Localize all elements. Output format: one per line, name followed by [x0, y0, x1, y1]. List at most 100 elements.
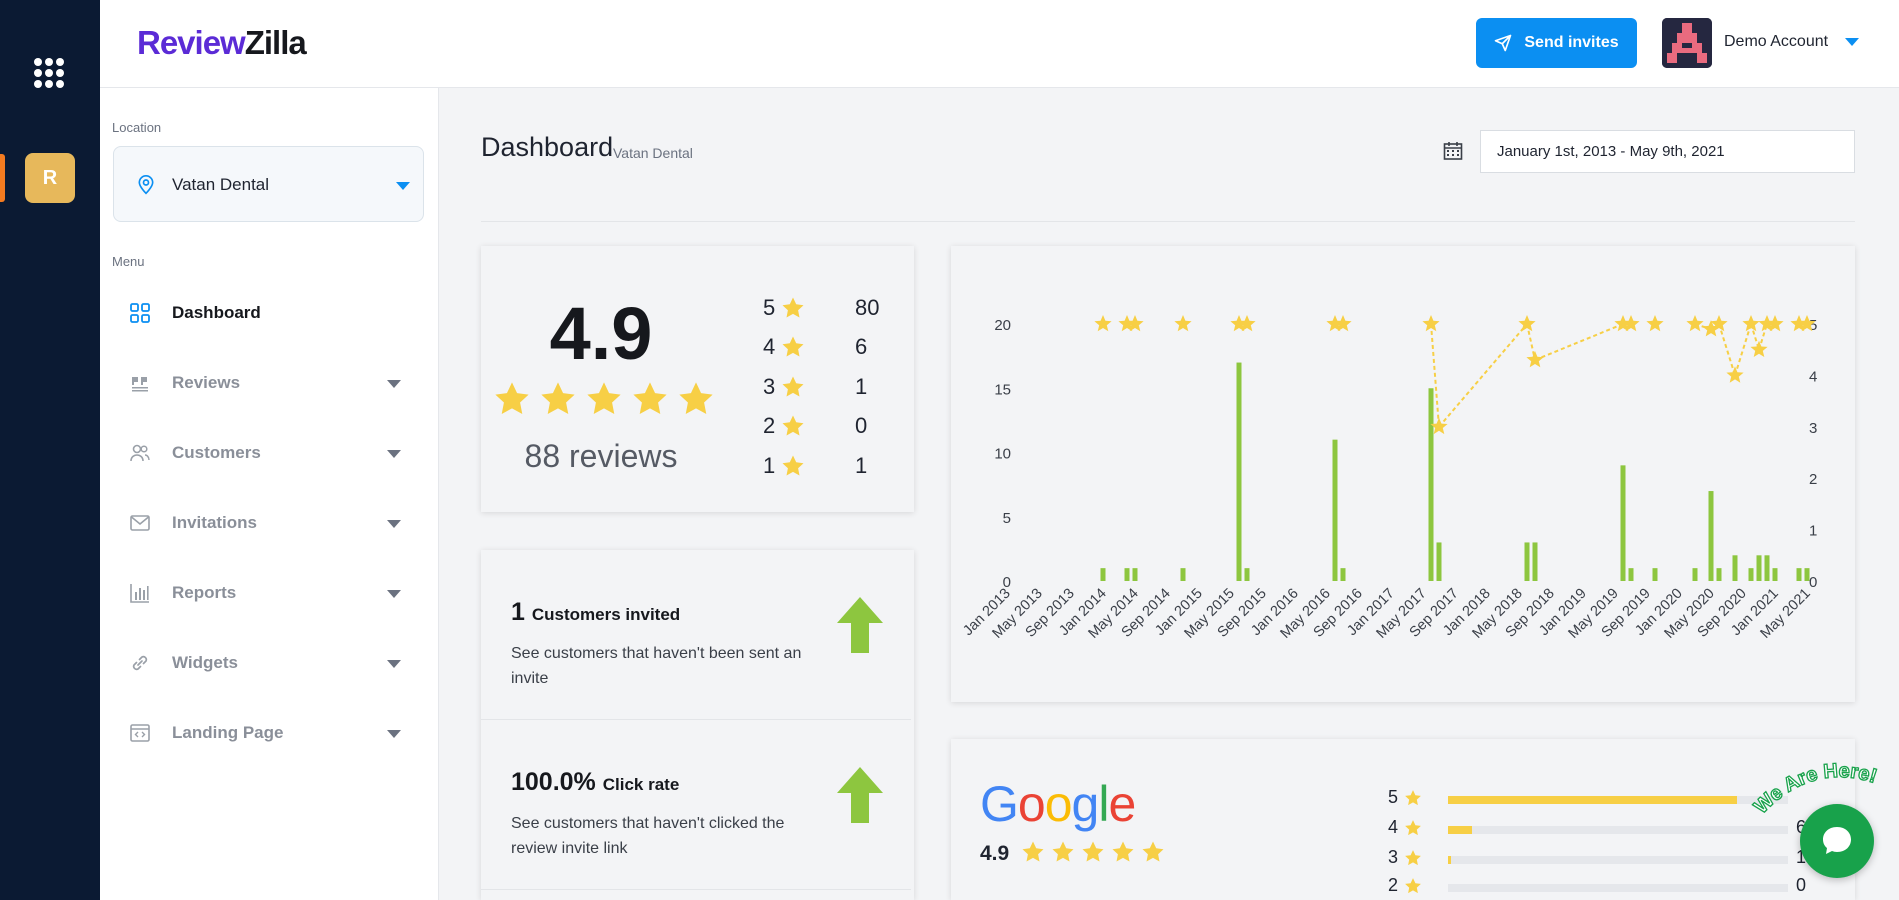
chart-bar: [1708, 491, 1714, 581]
rating-summary-card: 4.9 88 reviews 5 80 4 6 3 1 2 0 1 1: [481, 246, 914, 512]
y-left-tick-label: 10: [994, 446, 1011, 463]
rating-star-point: [1422, 315, 1440, 332]
sidebar-item-invitations[interactable]: Invitations: [100, 503, 439, 543]
google-logo: Google: [980, 776, 1136, 832]
sidebar-item-label: Reports: [172, 583, 237, 602]
chart-bar: [1628, 568, 1634, 581]
account-avatar[interactable]: [1662, 18, 1712, 68]
rating-star-point: [1710, 315, 1728, 332]
chart-bar: [1716, 568, 1722, 581]
star-icon: [677, 380, 715, 423]
y-right-tick-label: 0: [1809, 574, 1817, 591]
location-label: Location: [112, 120, 162, 135]
chart-bar: [1340, 568, 1346, 581]
google-bar-stars: 5: [1388, 787, 1399, 807]
rating-trend-line: [1526, 323, 1536, 361]
top-bar: ReviewZilla Send invites Demo Account: [100, 0, 1899, 88]
menu-label: Menu: [112, 254, 145, 269]
star-icon: [1404, 789, 1422, 812]
chart-bar: [1732, 555, 1738, 581]
distribution-count: 1: [855, 453, 868, 478]
chart-bar: [1620, 465, 1626, 581]
y-left-tick-label: 15: [994, 381, 1011, 398]
date-range-input[interactable]: [1480, 130, 1855, 173]
logo-part-1: Review: [137, 24, 246, 61]
distribution-stars: 1: [763, 453, 776, 478]
rating-star-point: [1238, 315, 1256, 332]
sidebar-item-landing-page[interactable]: Landing Page: [100, 713, 439, 753]
envelope-icon: [130, 515, 150, 531]
chart-bar: [1236, 362, 1242, 581]
click-rate-stat[interactable]: 100.0% Click rate See customers that hav…: [481, 720, 911, 890]
google-bar-count: 1: [1796, 847, 1807, 867]
rating-star-point: [1798, 315, 1816, 332]
calendar-icon[interactable]: [1443, 141, 1463, 161]
reviews-chart-card: 0 5 10 15 20 0 1 2 3 4 5 Jan 2013 May 2013 Sep 2013 Ja…: [951, 246, 1855, 702]
chevron-down-icon: [396, 182, 410, 190]
stat-description: See customers that haven't been sent an …: [511, 645, 802, 687]
map-pin-icon: [138, 175, 154, 195]
account-name[interactable]: Demo Account: [1724, 33, 1829, 50]
rating-star-point: [1766, 315, 1784, 332]
rating-star-point: [1430, 417, 1448, 435]
chart-bar: [1756, 555, 1762, 581]
chart-bar: [1772, 568, 1778, 581]
rating-trend-line: [1430, 323, 1440, 427]
logo-part-2: Zilla: [244, 24, 307, 61]
rating-trend-line: [1718, 323, 1736, 376]
customers-invited-stat[interactable]: 1 Customers invited See customers that h…: [481, 550, 911, 720]
dashboard-grid-icon: [130, 303, 150, 323]
chevron-down-icon: [387, 380, 401, 388]
rating-star-point: [1326, 315, 1344, 332]
chart-bar: [1124, 568, 1130, 581]
page-subtitle: Vatan Dental: [613, 145, 693, 161]
y-right-tick-label: 3: [1809, 420, 1817, 437]
arrow-up-icon: [837, 767, 883, 823]
y-left-tick-label: 5: [1003, 510, 1011, 527]
chart-bar: [1652, 568, 1658, 581]
send-invites-label: Send invites: [1524, 34, 1619, 51]
rating-star-point: [1174, 315, 1192, 332]
chart-bar: [1244, 568, 1250, 581]
divider: [481, 221, 1855, 222]
app-logo[interactable]: ReviewZilla: [137, 24, 307, 62]
sidebar-item-customers[interactable]: Customers: [100, 433, 439, 473]
distribution-stars: 3: [763, 374, 776, 399]
rating-star-point: [1702, 320, 1720, 337]
rating-star-point: [1686, 315, 1704, 332]
chevron-down-icon: [387, 450, 401, 458]
location-value: Vatan Dental: [172, 175, 270, 194]
chart-bar: [1692, 568, 1698, 581]
location-select[interactable]: Vatan Dental: [113, 146, 424, 222]
chat-launcher-button[interactable]: [1800, 804, 1874, 878]
rating-star-point: [1334, 315, 1352, 332]
google-bar-stars: 4: [1388, 817, 1399, 837]
google-bar-fill: [1448, 826, 1472, 834]
paper-plane-icon: [1495, 34, 1512, 52]
stat-value: 1: [511, 598, 525, 626]
google-rating-stars: [1021, 840, 1165, 869]
account-dropdown-caret-icon[interactable]: [1845, 38, 1859, 46]
sidebar-item-label: Widgets: [172, 653, 238, 672]
y-left-tick-label: 20: [994, 317, 1011, 334]
star-icon: [781, 375, 805, 405]
apps-grid-icon[interactable]: [34, 58, 64, 88]
app-rail: R: [0, 0, 100, 900]
star-icon: [1021, 840, 1045, 869]
star-icon: [781, 414, 805, 444]
stat-label: Click rate: [602, 775, 680, 794]
sidebar-item-label: Reviews: [172, 373, 241, 392]
sidebar-item-dashboard[interactable]: Dashboard: [100, 293, 439, 333]
sidebar-item-reports[interactable]: Reports: [100, 573, 439, 613]
sidebar-item-reviews[interactable]: Reviews: [100, 363, 439, 403]
sidebar-item-widgets[interactable]: Widgets: [100, 643, 439, 683]
send-invites-button[interactable]: Send invites: [1476, 18, 1637, 68]
sidebar-item-label: Invitations: [172, 513, 258, 532]
average-rating: 4.9: [549, 292, 653, 375]
location-avatar[interactable]: R: [25, 153, 75, 203]
rating-star-point: [1750, 340, 1768, 357]
rating-trend-line: [1734, 323, 1752, 376]
star-icon: [585, 380, 623, 423]
chevron-down-icon: [387, 660, 401, 668]
